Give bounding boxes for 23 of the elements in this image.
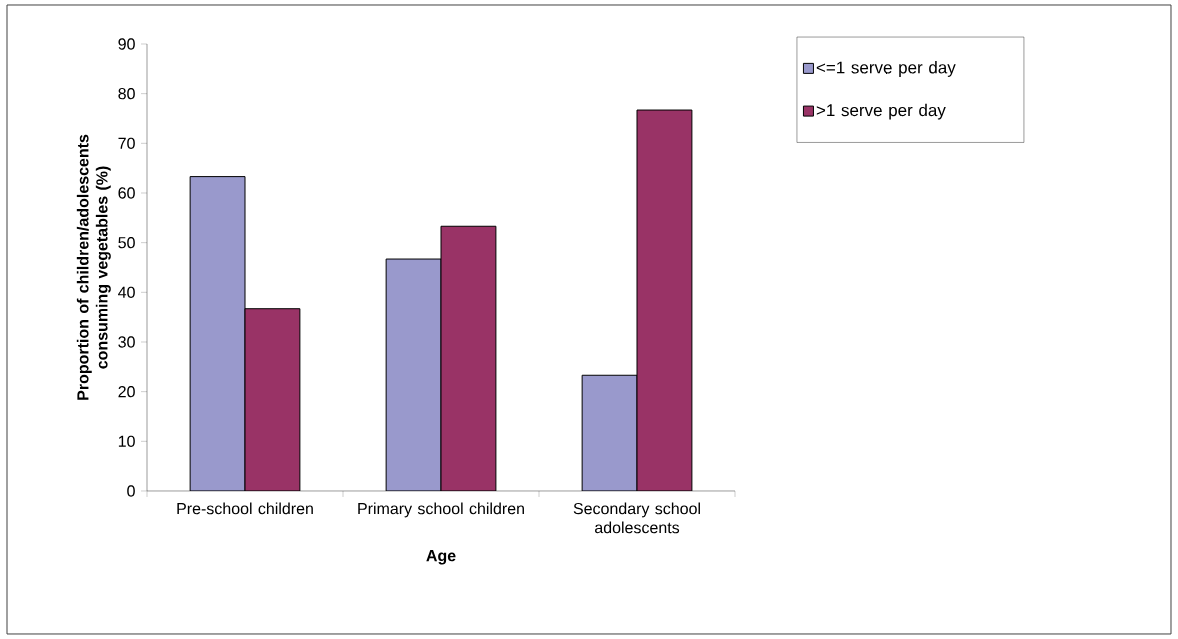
bar bbox=[189, 176, 246, 491]
y-axis-title: Proportion of children/adolescents consuming vegetables (%) bbox=[76, 134, 111, 400]
x-axis-title: Age bbox=[426, 550, 456, 565]
x-tick-label: Pre-school children bbox=[177, 502, 313, 515]
y-tick-label: 30 bbox=[118, 336, 135, 348]
bar bbox=[385, 258, 442, 491]
x-tick-label: Primary school children bbox=[358, 502, 524, 518]
bar bbox=[440, 225, 497, 491]
y-tick-label: 70 bbox=[118, 137, 135, 149]
y-tick-label: 80 bbox=[118, 87, 135, 100]
y-tick-label: 50 bbox=[118, 236, 135, 249]
y-tick-label: 40 bbox=[118, 286, 135, 298]
legend-label: >1 serve per day bbox=[816, 103, 946, 120]
bar bbox=[636, 109, 693, 491]
y-tick-label: 60 bbox=[118, 187, 135, 199]
bar bbox=[581, 374, 638, 491]
bar bbox=[244, 308, 301, 491]
y-tick-label: 0 bbox=[127, 485, 135, 497]
legend-label: <=1 serve per day bbox=[816, 61, 956, 77]
y-tick-label: 10 bbox=[118, 435, 135, 447]
x-tick-label: Secondary school adolescents bbox=[573, 502, 700, 534]
y-tick-label: 20 bbox=[118, 385, 135, 398]
y-tick-label: 90 bbox=[118, 38, 135, 50]
